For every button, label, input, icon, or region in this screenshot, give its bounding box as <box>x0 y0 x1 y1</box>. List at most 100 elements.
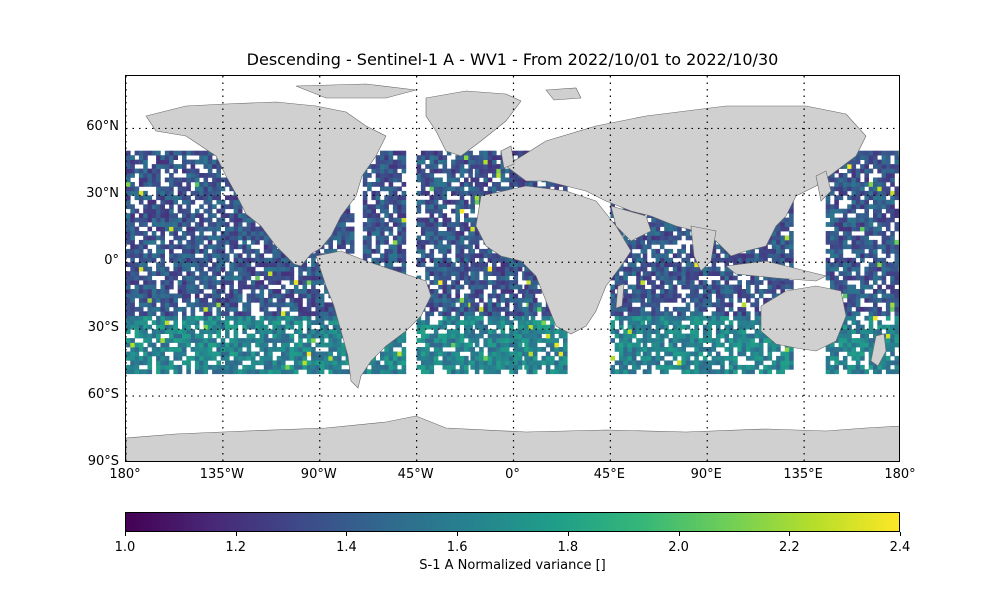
data-cell <box>464 271 469 276</box>
data-cell <box>425 199 430 205</box>
data-cell <box>636 284 641 290</box>
data-cell <box>186 266 191 272</box>
data-cell <box>487 168 493 174</box>
data-cell <box>558 329 564 334</box>
data-cell <box>203 302 209 308</box>
data-cell <box>169 333 174 339</box>
data-cell <box>315 293 320 299</box>
data-cell <box>647 271 652 276</box>
data-cell <box>147 257 153 263</box>
data-cell <box>690 271 695 276</box>
data-cell <box>173 329 178 334</box>
data-cell <box>496 355 501 361</box>
data-cell <box>492 289 497 294</box>
data-cell <box>513 355 519 361</box>
data-cell <box>459 239 465 245</box>
data-cell <box>160 257 165 263</box>
data-cell <box>550 355 555 361</box>
data-cell <box>464 320 469 325</box>
data-cell <box>517 289 523 294</box>
data-cell <box>212 355 217 361</box>
data-cell <box>212 248 217 254</box>
data-cell <box>384 168 389 174</box>
data-cell <box>199 302 204 308</box>
data-cell <box>207 364 213 370</box>
data-cell <box>623 266 628 272</box>
data-cell <box>203 347 209 352</box>
data-cell <box>392 355 398 361</box>
data-cell <box>651 297 656 303</box>
data-cell <box>220 284 226 290</box>
data-cell <box>177 271 183 276</box>
data-cell <box>563 364 568 370</box>
data-cell <box>151 347 157 352</box>
data-cell <box>651 355 656 361</box>
data-cell <box>298 364 303 370</box>
data-cell <box>126 355 131 361</box>
data-cell <box>681 351 686 357</box>
data-cell <box>664 320 669 325</box>
data-cell <box>160 262 165 268</box>
data-cell <box>496 164 501 169</box>
data-cell <box>143 351 148 357</box>
data-cell <box>401 199 407 205</box>
data-cell <box>614 275 620 281</box>
data-cell <box>677 266 682 272</box>
data-cell <box>177 289 183 294</box>
data-cell <box>190 262 196 268</box>
data-cell <box>371 182 376 187</box>
data-cell <box>246 257 252 263</box>
data-cell <box>160 244 165 250</box>
map-title: Descending - Sentinel-1 A - WV1 - From 2… <box>246 50 779 69</box>
data-cell <box>425 222 430 227</box>
data-cell <box>541 347 547 352</box>
data-cell <box>341 235 346 241</box>
data-cell <box>160 311 165 317</box>
data-cell <box>375 226 381 232</box>
data-cell <box>631 342 637 348</box>
data-cell <box>702 306 708 312</box>
data-cell <box>324 248 329 254</box>
data-cell <box>203 275 209 281</box>
data-cell <box>229 199 234 205</box>
data-cell <box>446 257 452 263</box>
data-cell <box>130 257 135 263</box>
data-cell <box>134 280 140 285</box>
data-cell <box>263 360 269 366</box>
data-cell <box>169 297 174 303</box>
data-cell <box>623 369 628 375</box>
data-cell <box>164 208 170 214</box>
data-cell <box>289 315 295 321</box>
data-cell <box>636 275 641 281</box>
data-cell <box>250 324 256 330</box>
data-cell <box>446 306 452 312</box>
data-cell <box>470 351 475 357</box>
data-cell <box>532 342 538 348</box>
data-cell <box>442 271 448 276</box>
data-cell <box>429 239 435 245</box>
data-cell <box>397 226 402 232</box>
data-cell <box>513 182 519 187</box>
data-cell <box>212 338 217 343</box>
data-cell <box>138 239 144 245</box>
data-cell <box>384 235 389 241</box>
data-cell <box>302 284 308 290</box>
data-cell <box>420 239 426 245</box>
data-cell <box>446 289 452 294</box>
data-cell <box>623 275 628 281</box>
data-cell <box>212 289 217 294</box>
data-cell <box>464 293 469 299</box>
data-cell <box>642 235 648 241</box>
data-cell <box>438 177 443 183</box>
data-cell <box>642 369 648 375</box>
data-cell <box>429 217 435 223</box>
data-cell <box>651 347 656 352</box>
data-cell <box>459 155 465 160</box>
data-cell <box>681 369 686 375</box>
data-cell <box>496 257 501 263</box>
data-cell <box>694 297 699 303</box>
data-cell <box>429 248 435 254</box>
data-cell <box>702 289 708 294</box>
data-cell <box>341 239 346 245</box>
data-cell <box>388 364 394 370</box>
